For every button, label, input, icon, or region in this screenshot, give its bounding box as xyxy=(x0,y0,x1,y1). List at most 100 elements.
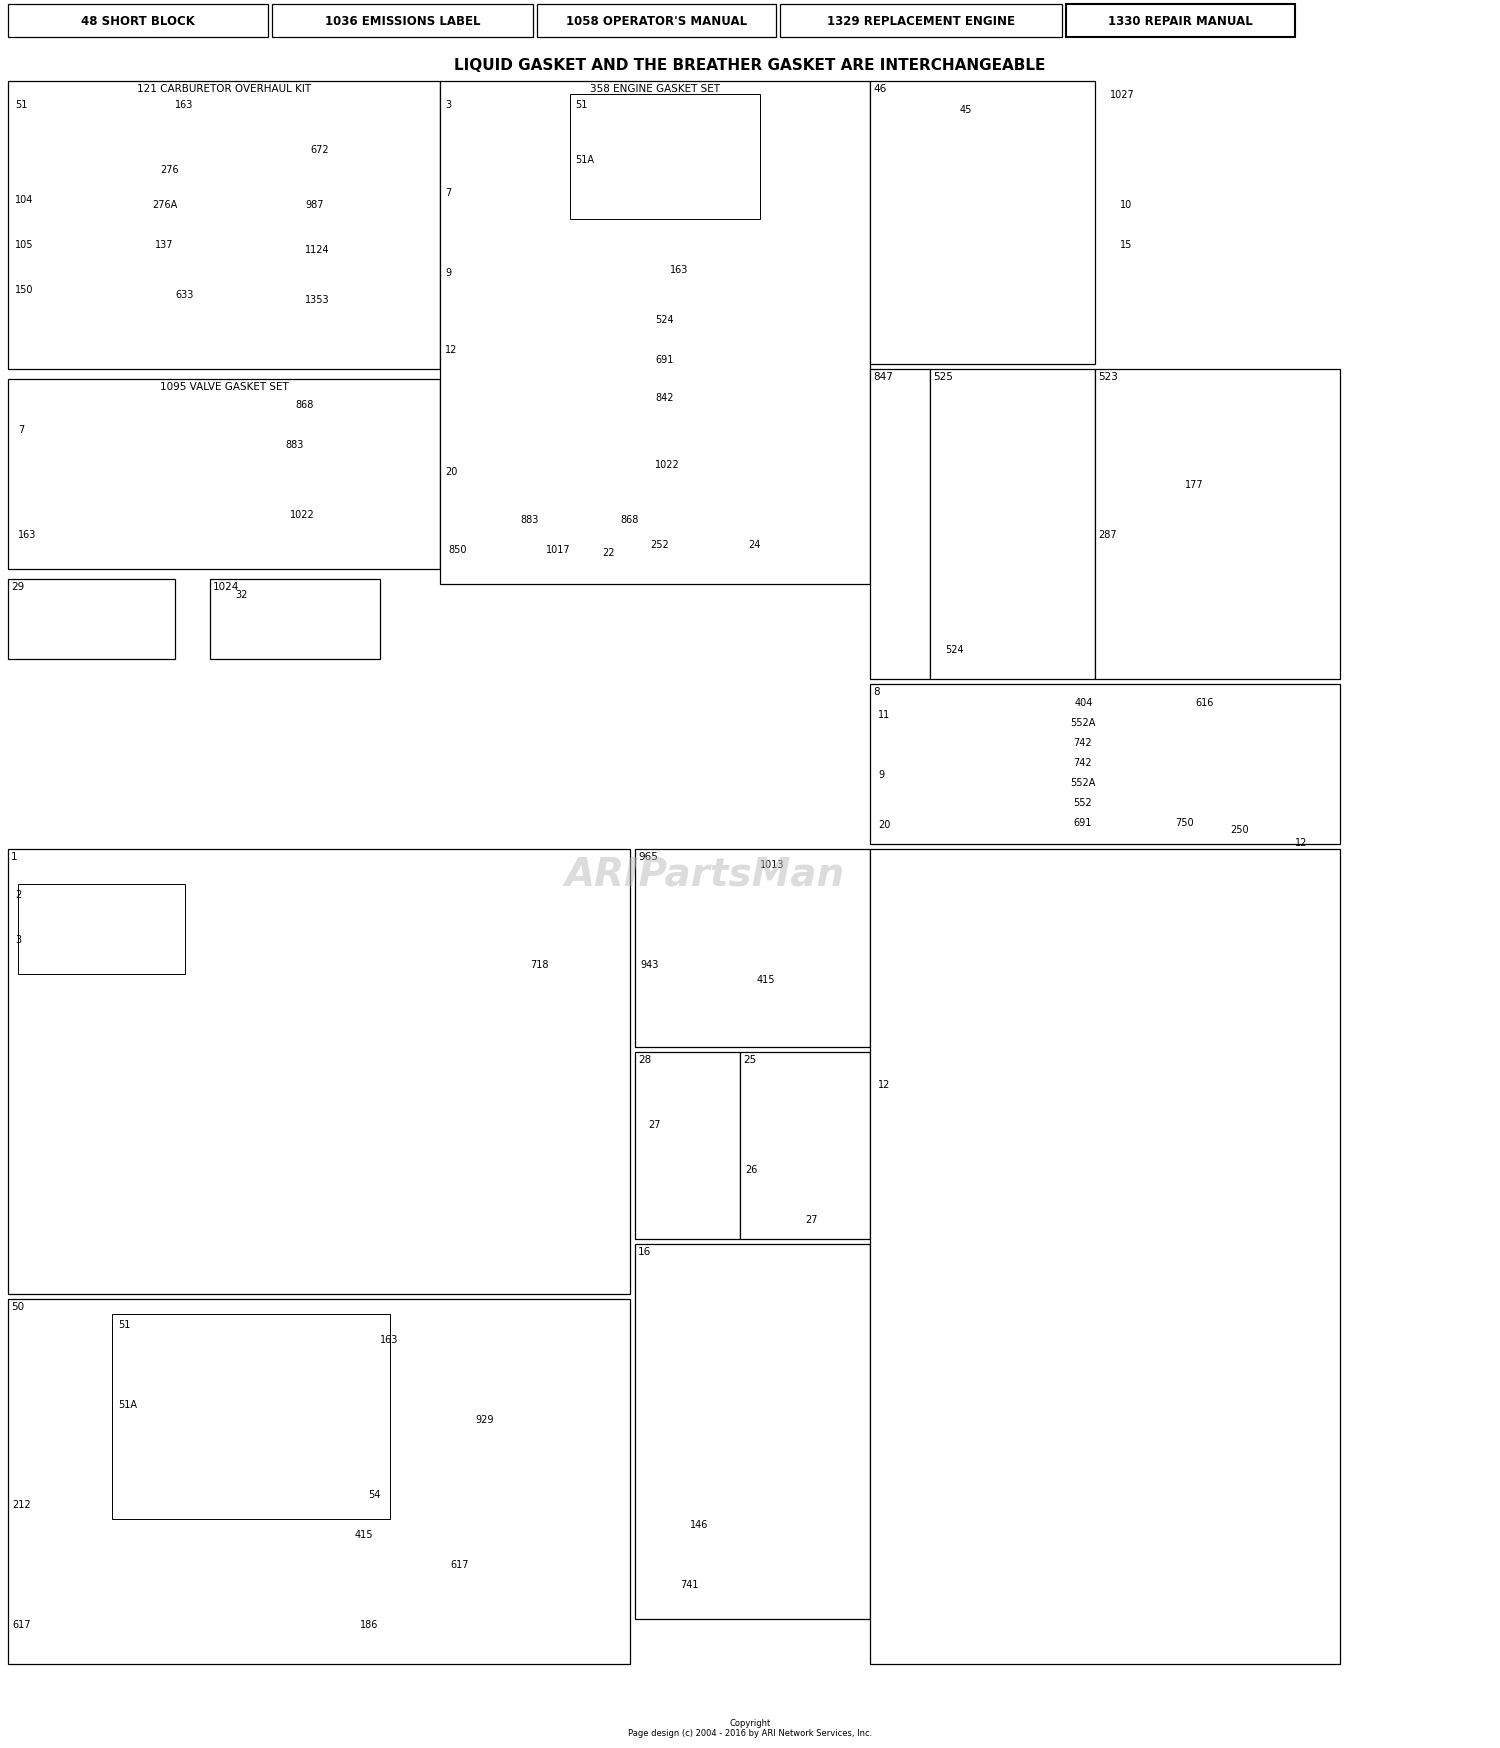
Text: 25: 25 xyxy=(742,1054,756,1065)
Text: 415: 415 xyxy=(356,1530,374,1540)
Text: 24: 24 xyxy=(748,540,760,549)
Text: 524: 524 xyxy=(656,315,674,325)
Text: 150: 150 xyxy=(15,285,33,295)
Text: 104: 104 xyxy=(15,194,33,205)
Text: 276: 276 xyxy=(160,164,178,175)
Text: 616: 616 xyxy=(1196,697,1214,708)
Text: 617: 617 xyxy=(12,1619,30,1629)
Text: 1124: 1124 xyxy=(304,245,330,255)
Bar xyxy=(8,82,439,371)
Bar xyxy=(930,371,1095,680)
Text: 9: 9 xyxy=(446,267,452,278)
Text: 163: 163 xyxy=(18,530,36,540)
Bar xyxy=(18,884,184,974)
Text: 51: 51 xyxy=(15,100,27,110)
Text: 415: 415 xyxy=(758,974,776,984)
Text: 8: 8 xyxy=(873,687,879,697)
Text: 105: 105 xyxy=(15,239,33,250)
Text: Copyright
Page design (c) 2004 - 2016 by ARI Network Services, Inc.: Copyright Page design (c) 2004 - 2016 by… xyxy=(628,1718,872,1738)
Text: 29: 29 xyxy=(10,582,24,591)
Text: 1027: 1027 xyxy=(1110,89,1134,100)
Text: 741: 741 xyxy=(680,1578,699,1589)
Text: 552A: 552A xyxy=(1070,718,1095,727)
Text: 12: 12 xyxy=(446,344,458,355)
Text: 404: 404 xyxy=(1076,697,1094,708)
Text: 2: 2 xyxy=(15,890,21,900)
Bar xyxy=(1066,5,1294,38)
Text: 1095 VALVE GASKET SET: 1095 VALVE GASKET SET xyxy=(159,381,288,392)
Text: 137: 137 xyxy=(154,239,174,250)
Text: 965: 965 xyxy=(638,851,658,862)
Text: 742: 742 xyxy=(1072,757,1092,767)
Text: 9: 9 xyxy=(878,769,884,780)
Bar xyxy=(634,1245,870,1619)
Text: 250: 250 xyxy=(1230,825,1248,834)
Text: 929: 929 xyxy=(476,1414,494,1425)
Text: 742: 742 xyxy=(1072,738,1092,748)
Text: 163: 163 xyxy=(670,266,688,274)
Text: 276A: 276A xyxy=(152,199,177,210)
Text: 146: 146 xyxy=(690,1519,708,1530)
Text: 50: 50 xyxy=(10,1301,24,1311)
Bar xyxy=(870,82,1095,365)
Text: 22: 22 xyxy=(602,547,615,558)
Bar xyxy=(210,580,380,659)
Text: 750: 750 xyxy=(1174,818,1194,827)
Bar xyxy=(570,94,760,220)
Text: 633: 633 xyxy=(176,290,194,301)
Text: 54: 54 xyxy=(368,1489,381,1500)
Text: 943: 943 xyxy=(640,960,658,970)
Bar xyxy=(272,5,532,38)
Text: 1017: 1017 xyxy=(546,545,570,554)
Text: 868: 868 xyxy=(296,400,314,409)
Bar xyxy=(870,371,930,680)
Text: 32: 32 xyxy=(236,589,248,600)
Text: 691: 691 xyxy=(1072,818,1092,827)
Text: 252: 252 xyxy=(650,540,669,549)
Text: 51A: 51A xyxy=(574,156,594,164)
Text: 1330 REPAIR MANUAL: 1330 REPAIR MANUAL xyxy=(1108,16,1252,28)
Text: 987: 987 xyxy=(304,199,324,210)
Text: 1: 1 xyxy=(10,851,18,862)
Text: 51A: 51A xyxy=(118,1398,136,1409)
Text: 691: 691 xyxy=(656,355,674,365)
Text: 868: 868 xyxy=(620,514,639,524)
Text: LIQUID GASKET AND THE BREATHER GASKET ARE INTERCHANGEABLE: LIQUID GASKET AND THE BREATHER GASKET AR… xyxy=(454,58,1046,73)
Text: 672: 672 xyxy=(310,145,328,156)
Text: 20: 20 xyxy=(878,820,891,830)
Text: 121 CARBURETOR OVERHAUL KIT: 121 CARBURETOR OVERHAUL KIT xyxy=(136,84,310,94)
Bar xyxy=(634,850,870,1047)
Text: 1022: 1022 xyxy=(290,510,315,519)
Bar xyxy=(8,5,268,38)
Text: 15: 15 xyxy=(1120,239,1132,250)
Text: 45: 45 xyxy=(960,105,972,115)
Bar xyxy=(870,850,1340,1664)
Bar xyxy=(8,1299,630,1664)
Bar xyxy=(8,850,630,1294)
Text: 883: 883 xyxy=(520,514,538,524)
Text: 718: 718 xyxy=(530,960,549,970)
Text: 26: 26 xyxy=(746,1164,758,1175)
Text: 16: 16 xyxy=(638,1246,651,1257)
Text: 3: 3 xyxy=(15,935,21,944)
Text: 12: 12 xyxy=(1294,837,1308,848)
Text: 847: 847 xyxy=(873,372,892,381)
Bar xyxy=(634,1052,740,1239)
Text: 27: 27 xyxy=(806,1215,818,1224)
Text: 1022: 1022 xyxy=(656,460,680,470)
Text: 552: 552 xyxy=(1072,797,1092,808)
Text: 525: 525 xyxy=(933,372,952,381)
Text: 186: 186 xyxy=(360,1619,378,1629)
Text: 617: 617 xyxy=(450,1559,468,1570)
Text: 48 SHORT BLOCK: 48 SHORT BLOCK xyxy=(81,16,195,28)
Bar xyxy=(1095,371,1340,680)
Text: 20: 20 xyxy=(446,467,458,477)
Text: 10: 10 xyxy=(1120,199,1132,210)
Text: 842: 842 xyxy=(656,393,674,402)
Text: 524: 524 xyxy=(945,645,963,654)
Bar xyxy=(537,5,776,38)
Text: 11: 11 xyxy=(878,710,891,720)
Text: ARIPartsMan: ARIPartsMan xyxy=(566,855,844,893)
Text: 552A: 552A xyxy=(1070,778,1095,788)
Text: 523: 523 xyxy=(1098,372,1118,381)
